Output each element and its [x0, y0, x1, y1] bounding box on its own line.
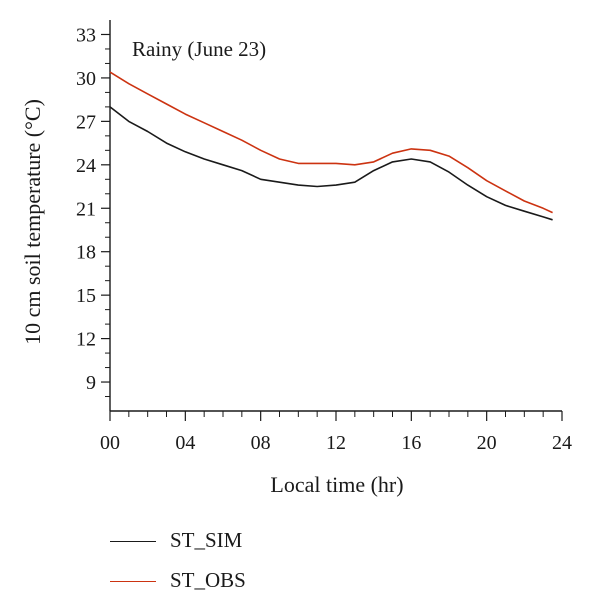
y-tick-label: 33 — [76, 24, 96, 46]
x-tick-label: 08 — [251, 432, 271, 454]
y-tick-label: 18 — [76, 242, 96, 264]
x-tick-label: 04 — [175, 432, 195, 454]
x-tick-label: 12 — [326, 432, 346, 454]
x-tick-label: 20 — [477, 432, 497, 454]
legend-label-st-obs: ST_OBS — [170, 568, 246, 592]
x-tick-label: 16 — [401, 432, 421, 454]
y-tick-label: 12 — [76, 329, 96, 351]
x-tick-label: 00 — [100, 432, 120, 454]
x-tick-label: 24 — [552, 432, 572, 454]
legend: ST_SIM ST_OBS — [110, 520, 410, 600]
series-line-st-obs — [109, 71, 553, 214]
y-tick-label: 24 — [76, 155, 96, 177]
legend-swatch-st-obs — [110, 581, 156, 582]
y-tick-label: 21 — [76, 198, 96, 220]
legend-swatch-st-sim — [110, 541, 156, 542]
y-tick-label: 27 — [76, 111, 96, 133]
y-tick-label: 30 — [76, 68, 96, 90]
legend-item-st-obs: ST_OBS — [110, 566, 370, 596]
legend-label-st-sim: ST_SIM — [170, 528, 243, 552]
series-line-st-sim — [109, 106, 553, 221]
y-tick-label: 15 — [76, 285, 96, 307]
y-tick-label: 9 — [86, 372, 96, 394]
x-axis-title: Local time (hr) — [270, 472, 403, 497]
plot-area: 9 12 15 18 21 24 27 30 33 00 04 08 12 16 20 24 — [76, 20, 572, 454]
chart-annotation: Rainy (June 23) — [132, 37, 266, 61]
line-chart: 9 12 15 18 21 24 27 30 33 00 04 08 12 16 20 24 Rainy (J… — [20, 20, 572, 497]
legend-item-st-sim: ST_SIM — [110, 526, 370, 556]
y-axis-title: 10 cm soil temperature (°C) — [20, 99, 45, 345]
